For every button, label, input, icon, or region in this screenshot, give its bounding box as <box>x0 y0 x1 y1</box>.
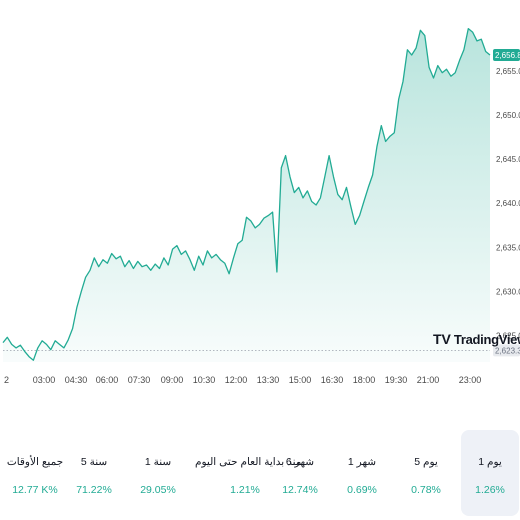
period-change-value: 12.77 K% <box>12 484 58 496</box>
x-tick-label: 04:30 <box>65 375 88 385</box>
x-tick-label: 06:00 <box>96 375 119 385</box>
period-label: 1 شهر <box>347 456 377 468</box>
baseline-price-tag: 2,623.320 <box>493 344 520 357</box>
last-tag-bg <box>493 48 520 61</box>
price-line <box>2 27 491 361</box>
last-price-tag: 2,656.810 <box>493 48 520 61</box>
period-tab[interactable]: 5 يوم 0.78% <box>398 430 454 516</box>
period-tab[interactable]: جميع الأوقات 12.77 K% <box>2 430 68 516</box>
y-tick-label: 2,635.000 <box>496 243 520 252</box>
y-tick-label: 2,630.000 <box>496 287 520 296</box>
performance-periods: 1 يوم 1.26% 5 يوم 0.78% 1 شهر 0.69% 6 شهر 12.74… <box>0 430 520 520</box>
x-tick-label: 13:30 <box>257 375 280 385</box>
period-change-value: 1.26% <box>475 484 505 496</box>
period-change-value: 12.74% <box>282 484 318 496</box>
period-tab[interactable]: 1 سنة 29.05% <box>128 430 188 516</box>
y-tick-label: 2,640.000 <box>496 199 520 208</box>
x-tick-label: 10:30 <box>193 375 216 385</box>
period-label: 5 سنة <box>80 456 108 468</box>
baseline-tag-bg <box>493 344 520 357</box>
x-tick-label: 03:00 <box>33 375 56 385</box>
y-tick-label: 2,655.000 <box>496 67 520 76</box>
period-change-value: 0.78% <box>411 484 441 496</box>
period-label: 5 يوم <box>414 456 438 468</box>
x-tick-label: 12:00 <box>225 375 248 385</box>
price-chart[interactable]: 2,625.000 2,630.000 2,635.000 2,640.000 2,64… <box>0 0 520 395</box>
period-change-value: 29.05% <box>140 484 176 496</box>
period-change-value: 1.21% <box>230 484 260 496</box>
last-tag-text: 2,656.810 <box>495 51 520 60</box>
x-tick-label: 19:30 <box>385 375 408 385</box>
tradingview-logo[interactable]: TV TradingView <box>433 331 520 347</box>
period-label: 1 سنة <box>144 456 172 468</box>
period-tab[interactable]: منذ بداية العام حتى اليوم 1.21% <box>195 430 302 516</box>
period-label: منذ بداية العام حتى اليوم <box>195 456 302 468</box>
x-tick-label: 2 <box>4 375 9 385</box>
tradingview-mark-icon: TV <box>433 331 451 347</box>
y-tick-label: 2,645.000 <box>496 155 520 164</box>
period-label: 1 يوم <box>478 456 502 468</box>
x-tick-label: 23:00 <box>459 375 482 385</box>
period-tab[interactable]: 1 شهر 0.69% <box>334 430 390 516</box>
x-tick-label: 15:00 <box>289 375 312 385</box>
period-label: جميع الأوقات <box>6 456 64 468</box>
y-tick-label: 2,650.000 <box>496 111 520 120</box>
tradingview-wordmark: TradingView <box>453 331 520 347</box>
area-fill <box>3 28 490 362</box>
x-tick-label: 18:00 <box>353 375 376 385</box>
period-tab[interactable]: 5 سنة 71.22% <box>66 430 122 516</box>
period-tab[interactable]: 6 شهر 12.74% <box>270 430 330 516</box>
area-chart-svg: 2,625.000 2,630.000 2,635.000 2,640.000 2,64… <box>2 27 520 385</box>
period-change-value: 71.22% <box>76 484 112 496</box>
x-tick-label: 21:00 <box>417 375 440 385</box>
baseline-tag-text: 2,623.320 <box>495 346 520 355</box>
x-tick-label: 07:30 <box>128 375 151 385</box>
period-label: 6 شهر <box>285 456 315 468</box>
period-change-value: 0.69% <box>347 484 377 496</box>
x-tick-label: 16:30 <box>321 375 344 385</box>
period-tab[interactable]: 1 يوم 1.26% <box>461 430 519 516</box>
x-tick-label: 09:00 <box>161 375 184 385</box>
y-tick-label: 2,625.000 <box>496 332 520 341</box>
